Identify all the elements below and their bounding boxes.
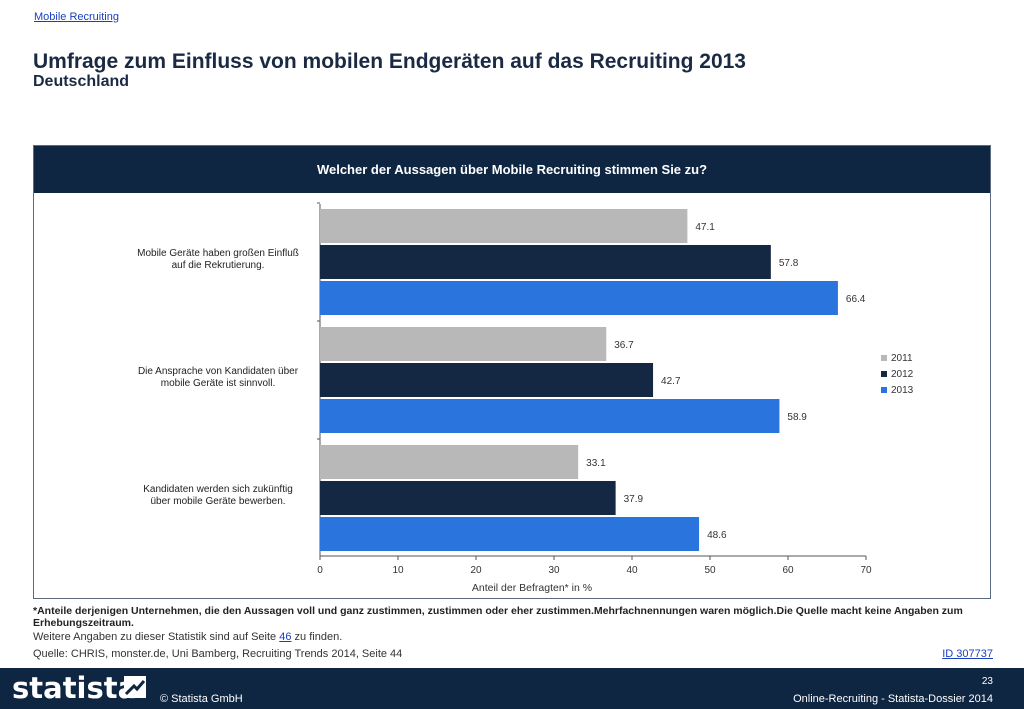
statistic-id-link[interactable]: ID 307737 (942, 648, 993, 660)
bar-2011 (320, 209, 688, 243)
source-text: Quelle: CHRIS, monster.de, Uni Bamberg, … (33, 648, 403, 660)
more-info-suffix: zu finden. (294, 631, 343, 643)
page-subtitle: Deutschland (33, 73, 130, 90)
x-tick-label: 20 (470, 565, 482, 576)
x-axis-label: Anteil der Befragten* in % (472, 582, 592, 594)
legend-swatch (881, 355, 887, 361)
more-info: Weitere Angaben zu dieser Statistik sind… (33, 631, 342, 643)
category-label: Mobile Geräte haben großen Einfluß auf di… (137, 248, 299, 271)
data-label: 66.4 (846, 294, 866, 305)
legend-label: 2012 (891, 369, 914, 380)
category-label: Kandidaten werden sich zukünftig über mob… (143, 484, 293, 507)
x-tick-label: 30 (548, 565, 560, 576)
data-label: 57.8 (779, 258, 799, 269)
data-label: 42.7 (661, 376, 681, 387)
bar-2011 (320, 445, 579, 479)
bar-2012 (320, 363, 654, 397)
bar-2013 (320, 517, 700, 551)
bar-chart: Mobile Geräte haben großen Einfluß auf di… (137, 202, 914, 594)
bar-2011 (320, 327, 607, 361)
x-tick-label: 70 (860, 565, 872, 576)
x-tick-label: 10 (392, 565, 404, 576)
page-link[interactable]: 46 (279, 631, 292, 643)
x-tick-label: 0 (317, 565, 323, 576)
page-number: 23 (981, 676, 993, 687)
copyright: © Statista GmbH (160, 693, 243, 705)
legend-swatch (881, 387, 887, 393)
category-label: Die Ansprache von Kandidaten über mobile … (138, 366, 299, 389)
chart-frame: Mobile Geräte haben großen Einfluß auf di… (33, 145, 991, 599)
data-label: 33.1 (586, 458, 606, 469)
data-label: 36.7 (614, 340, 634, 351)
data-label: 48.6 (707, 530, 727, 541)
page-title: Umfrage zum Einfluss von mobilen Endgerä… (33, 50, 746, 73)
x-tick-label: 40 (626, 565, 638, 576)
legend-swatch (881, 371, 887, 377)
bar-2013 (320, 281, 838, 315)
footer: statista © Statista GmbH 23 Online-Recru… (0, 668, 1024, 709)
data-label: 47.1 (695, 222, 715, 233)
legend-label: 2011 (891, 353, 913, 364)
more-info-text: Weitere Angaben zu dieser Statistik sind… (33, 631, 277, 643)
statista-logo-icon (124, 676, 146, 698)
data-label: 58.9 (787, 412, 807, 423)
x-tick-label: 60 (782, 565, 794, 576)
footnote: *Anteile derjenigen Unternehmen, die den… (33, 605, 963, 629)
bar-2013 (320, 399, 780, 433)
x-tick-label: 50 (704, 565, 716, 576)
statista-logo: statista (12, 671, 138, 705)
breadcrumb-link[interactable]: Mobile Recruiting (34, 11, 119, 23)
bar-2012 (320, 245, 771, 279)
dossier-title: Online-Recruiting - Statista-Dossier 201… (793, 693, 993, 705)
bar-2012 (320, 481, 616, 515)
legend-label: 2013 (891, 385, 914, 396)
chart-question-header: Welcher der Aussagen über Mobile Recruit… (34, 146, 990, 193)
data-label: 37.9 (624, 494, 644, 505)
